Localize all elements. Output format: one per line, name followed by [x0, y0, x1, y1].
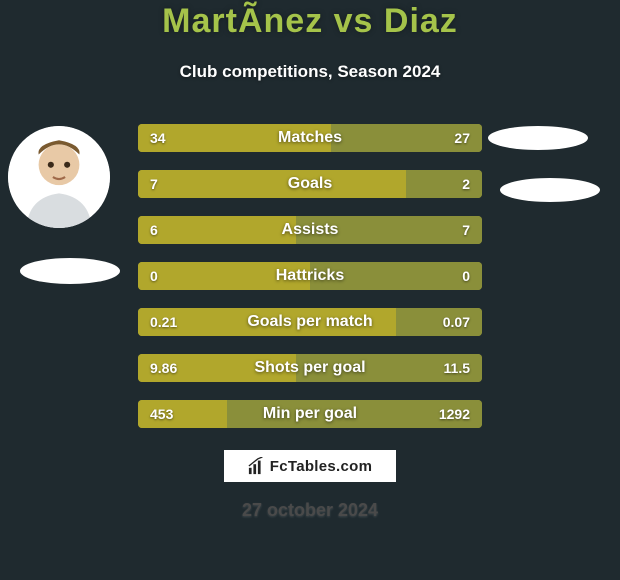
date: 27 october 2024: [0, 500, 620, 521]
stat-row: 00Hattricks: [138, 262, 482, 290]
stat-value-right: 7: [462, 216, 470, 244]
stat-value-left: 0.21: [150, 308, 177, 336]
headline: MartÃ­nez vs Diaz: [0, 2, 620, 41]
stat-value-right: 0.07: [443, 308, 470, 336]
player-left-avatar: [8, 126, 110, 228]
stat-value-left: 9.86: [150, 354, 177, 382]
stat-value-left: 7: [150, 170, 158, 198]
stat-bar-left: [138, 124, 331, 152]
chart-icon: [248, 457, 266, 475]
stat-row: 9.8611.5Shots per goal: [138, 354, 482, 382]
stat-value-right: 27: [454, 124, 470, 152]
stat-bar-left: [138, 262, 310, 290]
stat-value-right: 1292: [439, 400, 470, 428]
stat-row: 3427Matches: [138, 124, 482, 152]
stat-bar-left: [138, 170, 406, 198]
stat-value-left: 6: [150, 216, 158, 244]
stat-value-right: 11.5: [444, 354, 470, 382]
stat-value-left: 453: [150, 400, 173, 428]
comparison-card: MartÃ­nez vs Diaz Club competitions, Sea…: [0, 0, 620, 580]
player-left-team-badge: [20, 258, 120, 284]
stat-bar-right: [310, 262, 482, 290]
stat-bar-right: [406, 170, 482, 198]
stat-value-left: 0: [150, 262, 158, 290]
player-right-team-badge: [500, 178, 600, 202]
stat-value-left: 34: [150, 124, 166, 152]
stat-value-right: 0: [462, 262, 470, 290]
player-right-avatar: [488, 126, 588, 150]
stat-row: 4531292Min per goal: [138, 400, 482, 428]
stat-value-right: 2: [462, 170, 470, 198]
stat-row: 0.210.07Goals per match: [138, 308, 482, 336]
subtitle: Club competitions, Season 2024: [0, 62, 620, 82]
source-logo-text: FcTables.com: [270, 458, 373, 475]
stat-row: 72Goals: [138, 170, 482, 198]
stat-bar-right: [296, 216, 482, 244]
source-logo: FcTables.com: [224, 450, 396, 482]
stat-row: 67Assists: [138, 216, 482, 244]
stat-bar-left: [138, 216, 296, 244]
comparison-bars: 3427Matches72Goals67Assists00Hattricks0.…: [138, 124, 482, 446]
